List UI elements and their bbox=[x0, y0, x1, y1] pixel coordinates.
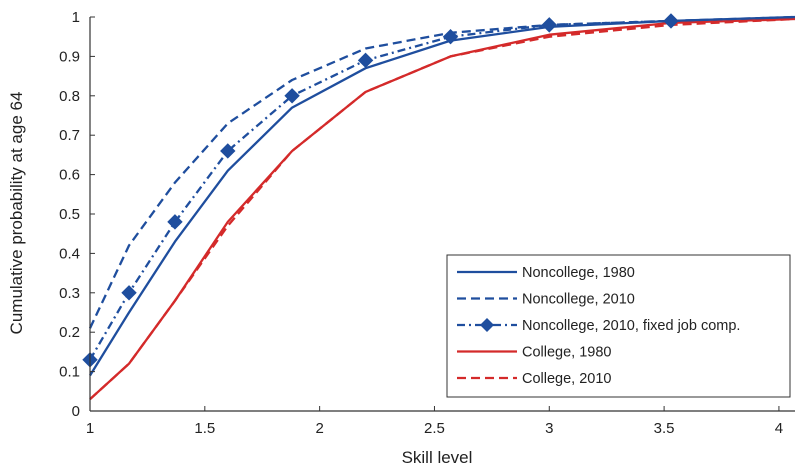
y-tick-label: 0.5 bbox=[59, 206, 80, 223]
series-line-2 bbox=[89, 19, 672, 361]
y-tick-label: 0.6 bbox=[59, 167, 80, 184]
series-2-point bbox=[357, 52, 374, 69]
y-tick-label: 1 bbox=[72, 9, 80, 26]
y-tick-label: 0.7 bbox=[59, 127, 80, 144]
x-tick-label: 4 bbox=[775, 420, 783, 437]
y-tick-label: 0.3 bbox=[59, 285, 80, 302]
series-2-point bbox=[284, 88, 300, 104]
x-tick-label: 3 bbox=[545, 420, 553, 437]
series-line-1 bbox=[88, 15, 795, 329]
legend-label-2: Noncollege, 2010, fixed job comp. bbox=[522, 318, 740, 334]
series-2-point bbox=[220, 143, 236, 159]
series-2-point bbox=[541, 17, 557, 33]
x-tick-label: 2.5 bbox=[424, 420, 445, 437]
x-tick-label: 2 bbox=[315, 420, 323, 437]
series-layer bbox=[82, 13, 795, 401]
legend-box bbox=[446, 254, 791, 398]
series-2-point bbox=[167, 214, 183, 230]
x-axis-label: Skill level bbox=[402, 448, 473, 467]
y-tick-label: 0.4 bbox=[59, 245, 80, 262]
x-tick-label: 3.5 bbox=[654, 420, 675, 437]
legend-label-4: College, 2010 bbox=[522, 371, 612, 387]
series-2-point bbox=[121, 285, 137, 301]
y-tick-label: 0 bbox=[72, 403, 80, 420]
legend-label-3: College, 1980 bbox=[522, 345, 612, 361]
y-tick-label: 0.9 bbox=[59, 48, 80, 65]
series-2-point bbox=[442, 28, 459, 45]
legend: Noncollege, 1980 Noncollege, 2010 Noncolle… bbox=[446, 254, 791, 398]
axes-layer: 1 1.5 2 2.5 3 3.5 4 0 0.1 0.2 0.3 0.4 0.5 0.6 0.7 0.8 0.… bbox=[59, 9, 795, 437]
y-tick-label: 0.8 bbox=[59, 88, 80, 105]
x-tick-label: 1 bbox=[86, 420, 94, 437]
y-axis-label: Cumulative probability at age 64 bbox=[7, 92, 26, 335]
series-line-4 bbox=[89, 17, 795, 401]
legend-label-1: Noncollege, 2010 bbox=[522, 292, 635, 308]
series-2-point bbox=[663, 13, 679, 29]
y-tick-label: 0.1 bbox=[59, 364, 80, 381]
y-tick-label: 0.2 bbox=[59, 324, 80, 341]
legend-label-0: Noncollege, 1980 bbox=[522, 265, 635, 281]
legend-marker-2 bbox=[480, 318, 494, 332]
x-tick-label: 1.5 bbox=[194, 420, 215, 437]
